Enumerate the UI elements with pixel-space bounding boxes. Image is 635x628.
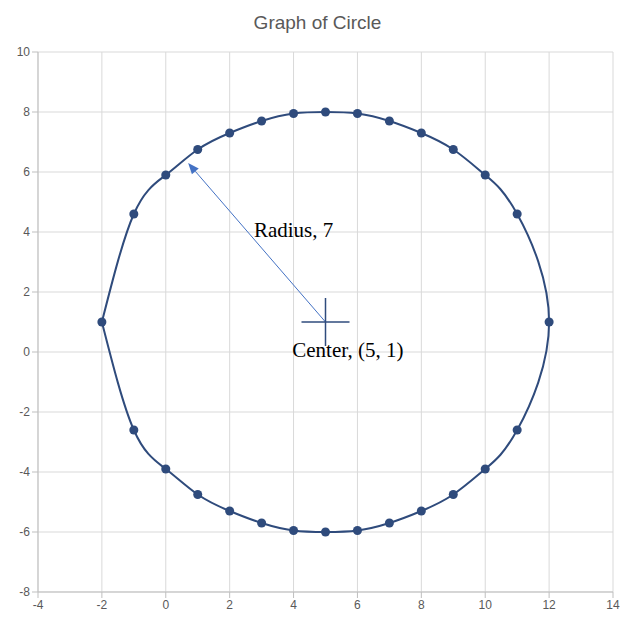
svg-text:12: 12 — [542, 598, 556, 612]
svg-text:8: 8 — [23, 105, 30, 119]
svg-text:-4: -4 — [33, 598, 44, 612]
svg-text:Center, (5, 1): Center, (5, 1) — [292, 338, 403, 362]
svg-text:-8: -8 — [19, 585, 30, 599]
svg-text:0: 0 — [162, 598, 169, 612]
svg-text:6: 6 — [354, 598, 361, 612]
svg-text:-6: -6 — [19, 525, 30, 539]
svg-text:Radius, 7: Radius, 7 — [254, 218, 333, 242]
svg-text:10: 10 — [17, 45, 31, 59]
svg-text:6: 6 — [23, 165, 30, 179]
svg-text:-2: -2 — [19, 405, 30, 419]
svg-text:4: 4 — [290, 598, 297, 612]
svg-text:-2: -2 — [97, 598, 108, 612]
svg-text:-4: -4 — [19, 465, 30, 479]
svg-text:14: 14 — [606, 598, 620, 612]
html-text:Graph of Circle: Graph of Circle — [253, 12, 382, 33]
svg-text:8: 8 — [418, 598, 425, 612]
svg-text:2: 2 — [226, 598, 233, 612]
svg-text:2: 2 — [23, 285, 30, 299]
svg-text:4: 4 — [23, 225, 30, 239]
svg-text:0: 0 — [23, 345, 30, 359]
svg-text:10: 10 — [479, 598, 493, 612]
